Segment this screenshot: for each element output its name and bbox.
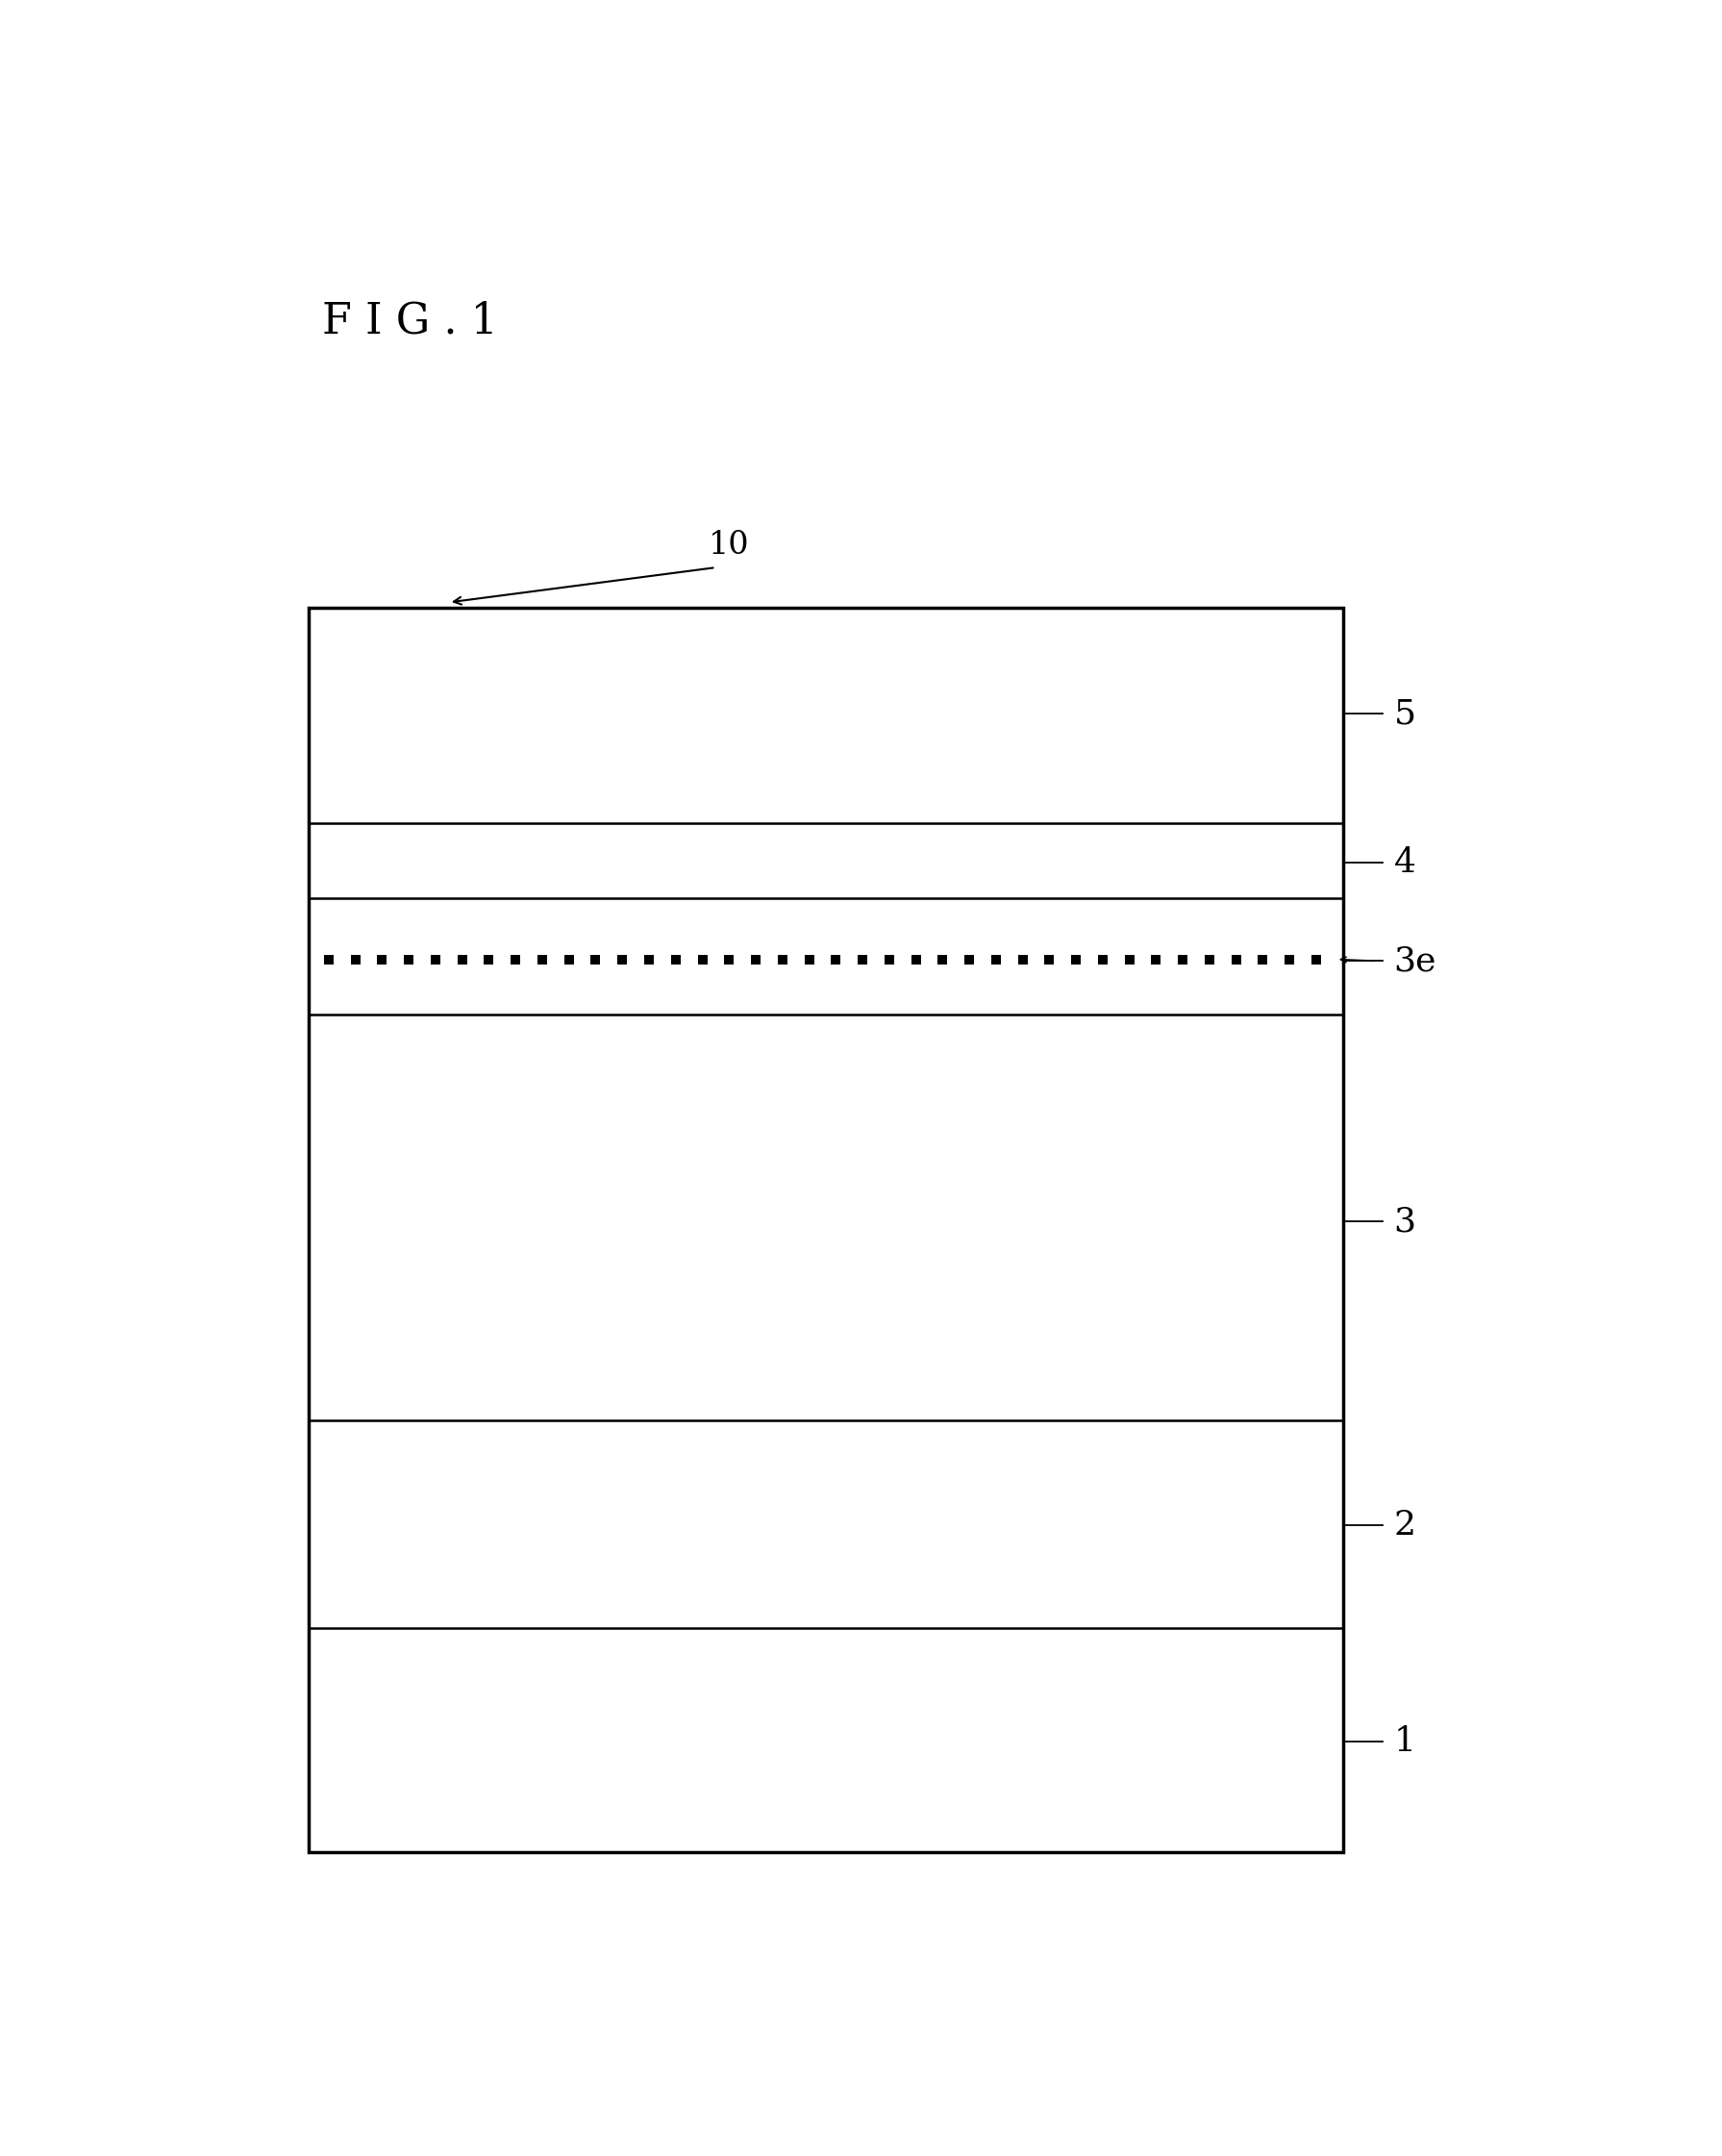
- Point: [1142, 942, 1169, 977]
- Point: [1169, 942, 1197, 977]
- Text: F I G . 1: F I G . 1: [322, 300, 498, 343]
- Point: [422, 942, 449, 977]
- Point: [608, 942, 635, 977]
- Point: [1302, 942, 1329, 977]
- Point: [982, 942, 1009, 977]
- Point: [796, 942, 823, 977]
- Point: [1116, 942, 1143, 977]
- Point: [529, 942, 556, 977]
- Point: [635, 942, 663, 977]
- Text: 4: 4: [1393, 847, 1415, 880]
- Bar: [308, 608, 1343, 1852]
- Point: [501, 942, 529, 977]
- Point: [554, 942, 582, 977]
- Point: [875, 942, 902, 977]
- Text: 5: 5: [1393, 696, 1415, 731]
- Point: [448, 942, 475, 977]
- Point: [849, 942, 876, 977]
- Point: [1062, 942, 1090, 977]
- Point: [1009, 942, 1037, 977]
- Point: [1088, 942, 1116, 977]
- Point: [689, 942, 716, 977]
- Point: [956, 942, 983, 977]
- Point: [1035, 942, 1062, 977]
- Point: [742, 942, 770, 977]
- Point: [928, 942, 956, 977]
- Point: [341, 942, 369, 977]
- Text: 3e: 3e: [1393, 944, 1436, 977]
- Point: [394, 942, 422, 977]
- Point: [1195, 942, 1223, 977]
- Point: [768, 942, 796, 977]
- Text: 1: 1: [1393, 1725, 1415, 1757]
- Point: [315, 942, 343, 977]
- Point: [1276, 942, 1304, 977]
- Text: 2: 2: [1393, 1509, 1415, 1542]
- Point: [661, 942, 689, 977]
- Point: [1223, 942, 1250, 977]
- Point: [475, 942, 503, 977]
- Point: [715, 942, 742, 977]
- Text: 3: 3: [1393, 1205, 1415, 1238]
- Point: [902, 942, 930, 977]
- Point: [369, 942, 396, 977]
- Point: [1248, 942, 1276, 977]
- Point: [582, 942, 610, 977]
- Point: [821, 942, 849, 977]
- Text: 10: 10: [708, 530, 749, 561]
